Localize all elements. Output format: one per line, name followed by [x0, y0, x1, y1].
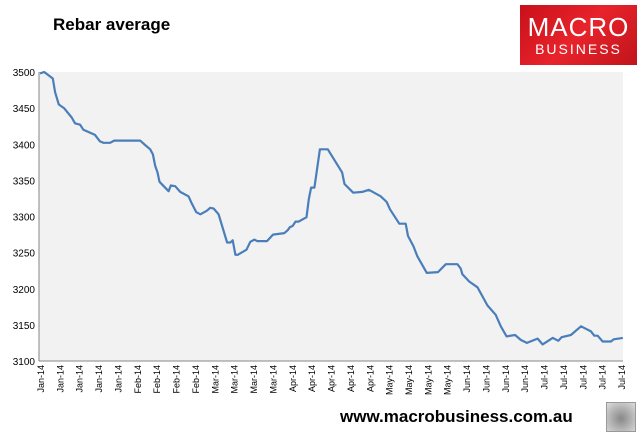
logo-line1: MACRO — [527, 12, 630, 42]
x-tick-label: May-14 — [404, 365, 414, 395]
x-tick-label: May-14 — [423, 365, 433, 395]
x-tick-label: Jan-14 — [94, 365, 104, 393]
x-tick-label: Feb-14 — [133, 365, 143, 394]
x-tick-label: Jan-14 — [55, 365, 65, 393]
x-tick-label: May-14 — [385, 365, 395, 395]
x-tick-label: Jan-14 — [36, 365, 46, 393]
wolf-icon — [606, 402, 636, 432]
x-tick-label: Jun-14 — [520, 365, 530, 393]
logo-line2: BUSINESS — [535, 41, 622, 57]
x-tick-label: Feb-14 — [191, 365, 201, 394]
y-tick-label: 3450 — [13, 104, 36, 115]
y-tick-label: 3200 — [13, 285, 36, 296]
y-tick-label: 3150 — [13, 321, 36, 332]
website-url: www.macrobusiness.com.au — [340, 407, 573, 426]
y-tick-label: 3250 — [13, 249, 36, 260]
x-tick-label: Apr-14 — [307, 365, 317, 392]
x-tick-label: Jan-14 — [75, 365, 85, 393]
x-tick-label: Jun-14 — [462, 365, 472, 393]
x-axis: Jan-14 Jan-14 Jan-14 Jan-14 Jan-14 Feb-14 Feb-… — [36, 365, 627, 395]
x-tick-label: Jun-14 — [481, 365, 491, 393]
y-tick-label: 3500 — [13, 68, 36, 79]
chart-title: Rebar average — [53, 15, 171, 34]
x-tick-label: Apr-14 — [288, 365, 298, 392]
y-tick-label: 3400 — [13, 140, 36, 151]
macrobusiness-logo: MACRO BUSINESS — [520, 5, 637, 65]
y-tick-label: 3100 — [13, 357, 36, 368]
x-tick-label: May-14 — [443, 365, 453, 395]
series-line-rebar-average — [39, 70, 623, 346]
x-tick-label: Apr-14 — [346, 365, 356, 392]
x-tick-label: Apr-14 — [365, 365, 375, 392]
x-tick-label: Feb-14 — [152, 365, 162, 394]
y-tick-label: 3300 — [13, 213, 36, 224]
x-tick-label: Mar-14 — [249, 365, 259, 394]
x-tick-label: Feb-14 — [172, 365, 182, 394]
x-tick-label: Mar-14 — [268, 365, 278, 394]
y-tick-label: 3350 — [13, 176, 36, 187]
x-tick-label: Jul-14 — [540, 365, 550, 390]
x-tick-label: Mar-14 — [230, 365, 240, 394]
x-tick-label: Jul-14 — [578, 365, 588, 390]
x-tick-label: Apr-14 — [327, 365, 337, 392]
x-tick-label: Jul-14 — [598, 365, 608, 390]
x-tick-label: Jul-14 — [559, 365, 569, 390]
y-axis: 3100 3150 3200 3250 3300 3350 3400 3450 3500 — [13, 68, 36, 368]
plot-area — [39, 72, 623, 361]
x-tick-label: Mar-14 — [210, 365, 220, 394]
x-tick-label: Jun-14 — [501, 365, 511, 393]
x-tick-label: Jan-14 — [113, 365, 123, 393]
x-tick-label: Jul-14 — [617, 365, 627, 390]
